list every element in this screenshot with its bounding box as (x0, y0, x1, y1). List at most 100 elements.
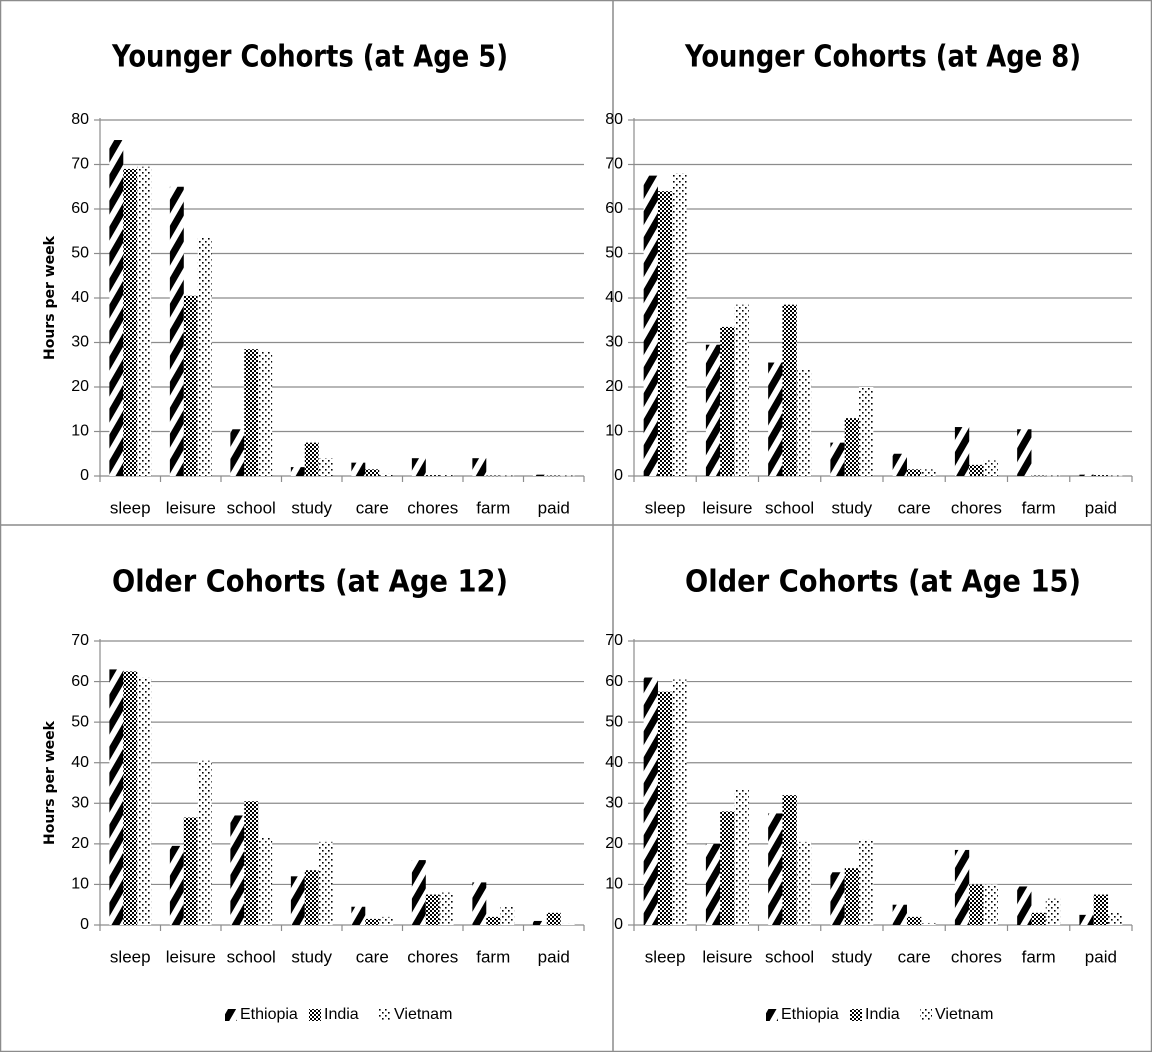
chart-title: Younger Cohorts (at Age 5) (111, 40, 508, 75)
bar-india-school (244, 801, 259, 925)
bar-ethiopia-paid (1079, 474, 1094, 476)
bar-india-care (365, 469, 380, 476)
bar-vietnam-paid (560, 475, 575, 477)
legend-swatch-vietnam (920, 1009, 932, 1021)
chart-title: Older Cohorts (at Age 15) (685, 565, 1081, 600)
bar-ethiopia-care (351, 462, 366, 476)
legend-label-ethiopia: Ethiopia (781, 1006, 839, 1023)
bar-vietnam-chores (439, 892, 454, 925)
bar-india-care (906, 469, 922, 476)
bar-vietnam-sleep (672, 173, 687, 476)
bar-vietnam-leisure (197, 760, 212, 925)
y-tick-label: 50 (605, 713, 623, 730)
y-tick-label: 20 (605, 835, 623, 852)
bar-ethiopia-farm (472, 882, 487, 925)
y-tick-label: 60 (605, 200, 623, 217)
y-tick-label: 70 (605, 632, 623, 649)
x-tick-label: study (291, 498, 332, 517)
bar-india-paid (1093, 475, 1109, 476)
bar-india-sleep (123, 168, 138, 476)
y-tick-label: 40 (605, 289, 623, 306)
y-tick-label: 20 (71, 835, 89, 852)
x-tick-label: sleep (645, 947, 686, 966)
legend: Ethiopia India Vietnam (225, 1006, 452, 1023)
y-tick-label: 0 (614, 467, 623, 484)
bar-ethiopia-chores (411, 860, 426, 925)
chart-panel-4: Older Cohorts (at Age 15) 0 10 20 30 40 50 60 70… (605, 565, 1133, 1023)
y-tick-label: 50 (71, 245, 89, 262)
bar-india-leisure (183, 295, 198, 476)
y-tick-label: 60 (71, 200, 89, 217)
bar-ethiopia-leisure (705, 843, 721, 925)
bar-vietnam-study (859, 387, 874, 476)
x-tick-label: school (227, 498, 276, 517)
x-tick-label: study (832, 498, 873, 517)
x-tick-label: farm (476, 498, 510, 517)
x-tick-label: study (291, 947, 332, 966)
bar-india-farm (486, 916, 501, 925)
bar-ethiopia-leisure (169, 186, 184, 476)
legend-label-india: India (324, 1006, 359, 1023)
x-tick-label: care (898, 947, 931, 966)
x-tick-label: farm (1022, 947, 1056, 966)
x-tick-label: leisure (166, 498, 216, 517)
chart-title: Younger Cohorts (at Age 8) (684, 40, 1081, 75)
legend-label-vietnam: Vietnam (935, 1006, 993, 1023)
bar-vietnam-chores (439, 475, 454, 476)
x-tick-label: care (356, 498, 389, 517)
legend-swatch-ethiopia (225, 1009, 237, 1021)
bar-ethiopia-sleep (109, 669, 124, 925)
bar-ethiopia-care (892, 904, 907, 925)
bar-india-paid (546, 475, 561, 477)
chart-title: Older Cohorts (at Age 12) (112, 565, 508, 600)
y-axis-label: Hours per week (42, 235, 58, 360)
bar-india-leisure (720, 811, 735, 925)
bar-india-chores (969, 464, 984, 476)
bar-vietnam-leisure (197, 237, 212, 476)
x-tick-label: leisure (702, 947, 752, 966)
bar-india-farm (1031, 475, 1046, 477)
x-tick-label: leisure (702, 498, 752, 517)
y-tick-label: 0 (614, 916, 623, 933)
bar-vietnam-farm (1045, 898, 1061, 925)
chart-panel-3: Older Cohorts (at Age 12) 0 10 20 30 40 50 60 70… (42, 565, 585, 1023)
bar-vietnam-chores (983, 460, 998, 476)
bar-india-school (782, 304, 797, 476)
bar-vietnam-study (318, 841, 333, 925)
y-tick-label: 50 (605, 245, 623, 262)
chart-panel-2: Younger Cohorts (at Age 8) 0 10 20 30 40 50 60 7… (605, 40, 1133, 517)
bar-india-leisure (183, 817, 198, 925)
x-tick-label: paid (538, 498, 570, 517)
bar-ethiopia-study (830, 872, 845, 925)
bar-vietnam-school (796, 369, 812, 476)
bar-vietnam-paid (1108, 475, 1123, 477)
bar-ethiopia-sleep (109, 140, 124, 476)
bar-ethiopia-study (290, 876, 305, 925)
bar-ethiopia-leisure (169, 845, 184, 925)
bar-india-school (244, 349, 259, 476)
bar-india-chores (425, 894, 440, 925)
bar-ethiopia-study (830, 442, 845, 476)
y-tick-label: 70 (71, 156, 89, 173)
bar-india-chores (425, 475, 440, 476)
y-tick-label: 30 (605, 334, 623, 351)
legend: Ethiopia India Vietnam (766, 1006, 993, 1023)
bar-india-study (304, 870, 319, 925)
bar-vietnam-school (258, 837, 273, 925)
y-tick-label: 70 (605, 156, 623, 173)
legend-label-vietnam: Vietnam (394, 1006, 452, 1023)
bar-vietnam-care (379, 916, 394, 925)
bar-ethiopia-paid (532, 474, 547, 476)
bar-india-study (844, 868, 860, 925)
bar-ethiopia-paid (1079, 914, 1094, 925)
bar-vietnam-sleep (137, 677, 152, 925)
bar-vietnam-sleep (137, 166, 152, 476)
y-tick-label: 30 (605, 795, 623, 812)
bar-vietnam-farm (1045, 475, 1061, 477)
bar-india-study (304, 442, 319, 476)
y-tick-label: 0 (80, 916, 89, 933)
bar-ethiopia-leisure (705, 344, 721, 476)
y-tick-label: 20 (71, 378, 89, 395)
legend-label-ethiopia: Ethiopia (240, 1006, 298, 1023)
x-tick-label: farm (1022, 498, 1056, 517)
